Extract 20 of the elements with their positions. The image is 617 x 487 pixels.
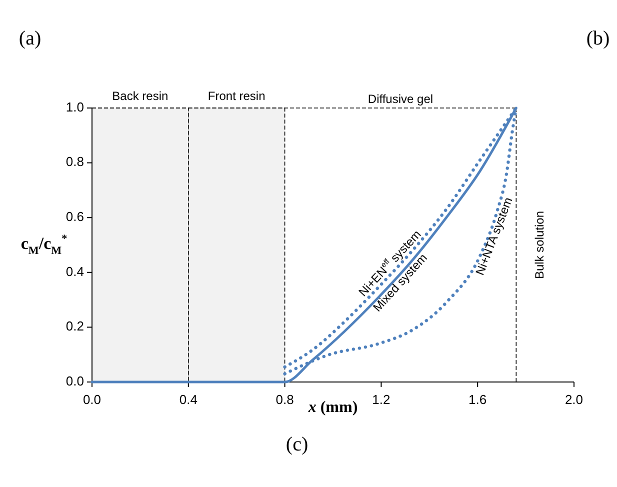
text: (a) bbox=[18, 28, 42, 50]
y-tick-label: 0.0 bbox=[66, 373, 84, 388]
text: (b) bbox=[586, 28, 610, 50]
y-tick-label: 0.2 bbox=[66, 318, 84, 334]
y-tick-label: 0.8 bbox=[66, 154, 84, 170]
x-tick-label: 0.4 bbox=[179, 392, 198, 407]
text: Diffusive gel bbox=[368, 92, 434, 106]
x-axis-title: x (mm) bbox=[307, 399, 358, 416]
x-tick-label: 2.0 bbox=[564, 392, 584, 407]
x-tick-label: 0.0 bbox=[82, 392, 102, 407]
x-tick-label: 1.2 bbox=[372, 392, 390, 407]
y-tick-label: 1.0 bbox=[66, 99, 84, 114]
text: (c) bbox=[286, 434, 308, 456]
y-tick-label: 0.4 bbox=[66, 264, 84, 279]
band-label: Back resin bbox=[112, 89, 168, 103]
y-tick-label: 0.6 bbox=[66, 209, 84, 224]
x-tick-label: 1.6 bbox=[468, 392, 487, 407]
band-label: Front resin bbox=[208, 89, 266, 103]
annotation: Bulk solution bbox=[532, 210, 546, 280]
x-tick-label: 0.8 bbox=[276, 392, 294, 407]
